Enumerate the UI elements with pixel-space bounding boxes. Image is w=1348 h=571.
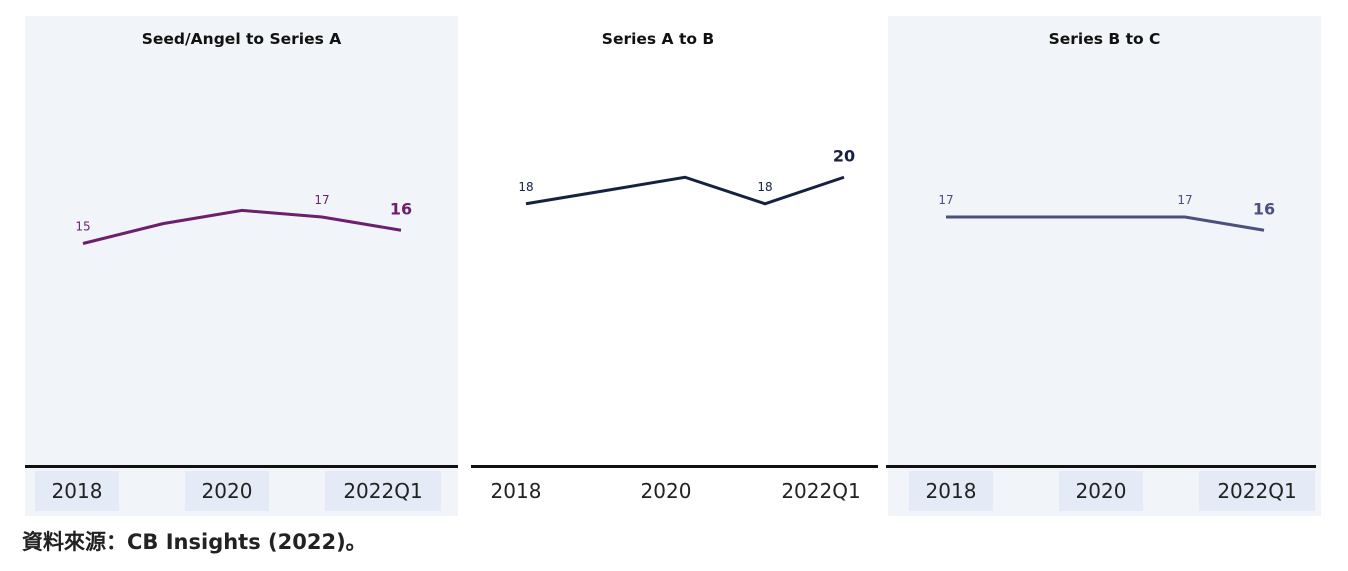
x-tick-label: 2018: [35, 471, 119, 511]
x-tick-label: 2022Q1: [781, 479, 861, 503]
x-tick-label: 2020: [1059, 471, 1143, 511]
data-label: 16: [1253, 199, 1275, 218]
data-label: 15: [75, 220, 90, 234]
series-line: [946, 215, 1265, 232]
chart-title: Series A to B: [601, 30, 715, 48]
line-plot: 18 18 20: [518, 146, 855, 206]
data-label: 16: [390, 199, 412, 218]
x-tick-label: 2018: [909, 471, 993, 511]
x-tick-label: 2022Q1: [1199, 471, 1315, 511]
series-line: [82, 208, 402, 245]
x-tick-label: 2020: [640, 479, 692, 503]
x-axis-line: [25, 465, 458, 468]
data-label: 17: [938, 193, 953, 207]
x-tick-label: 2020: [185, 471, 269, 511]
x-axis-line: [471, 465, 878, 468]
x-axis-line: [886, 465, 1316, 468]
data-label: 17: [1177, 193, 1192, 207]
chart-title: Series B to C: [1048, 30, 1161, 48]
data-label: 18: [757, 180, 772, 194]
line-plot: 17 17 16: [938, 193, 1275, 232]
chart-panel-seed-angel: Seed/Angel to Series A 15 17 16: [25, 16, 458, 516]
source-note: 資料來源：CB Insights (2022)。: [22, 530, 367, 554]
x-tick-label: 2022Q1: [325, 471, 441, 511]
data-label: 18: [518, 180, 533, 194]
data-label: 20: [833, 146, 855, 165]
x-tick-label: 2018: [490, 479, 542, 503]
line-plot: 15 17 16: [75, 193, 412, 245]
chart-title: Seed/Angel to Series A: [141, 30, 342, 48]
series-line: [525, 175, 845, 206]
data-label: 17: [314, 193, 329, 207]
chart-panel-series-b-c: Series B to C 17 17 16: [888, 16, 1321, 516]
chart-panel-series-a-b: Series A to B 18 18 20: [468, 16, 878, 516]
